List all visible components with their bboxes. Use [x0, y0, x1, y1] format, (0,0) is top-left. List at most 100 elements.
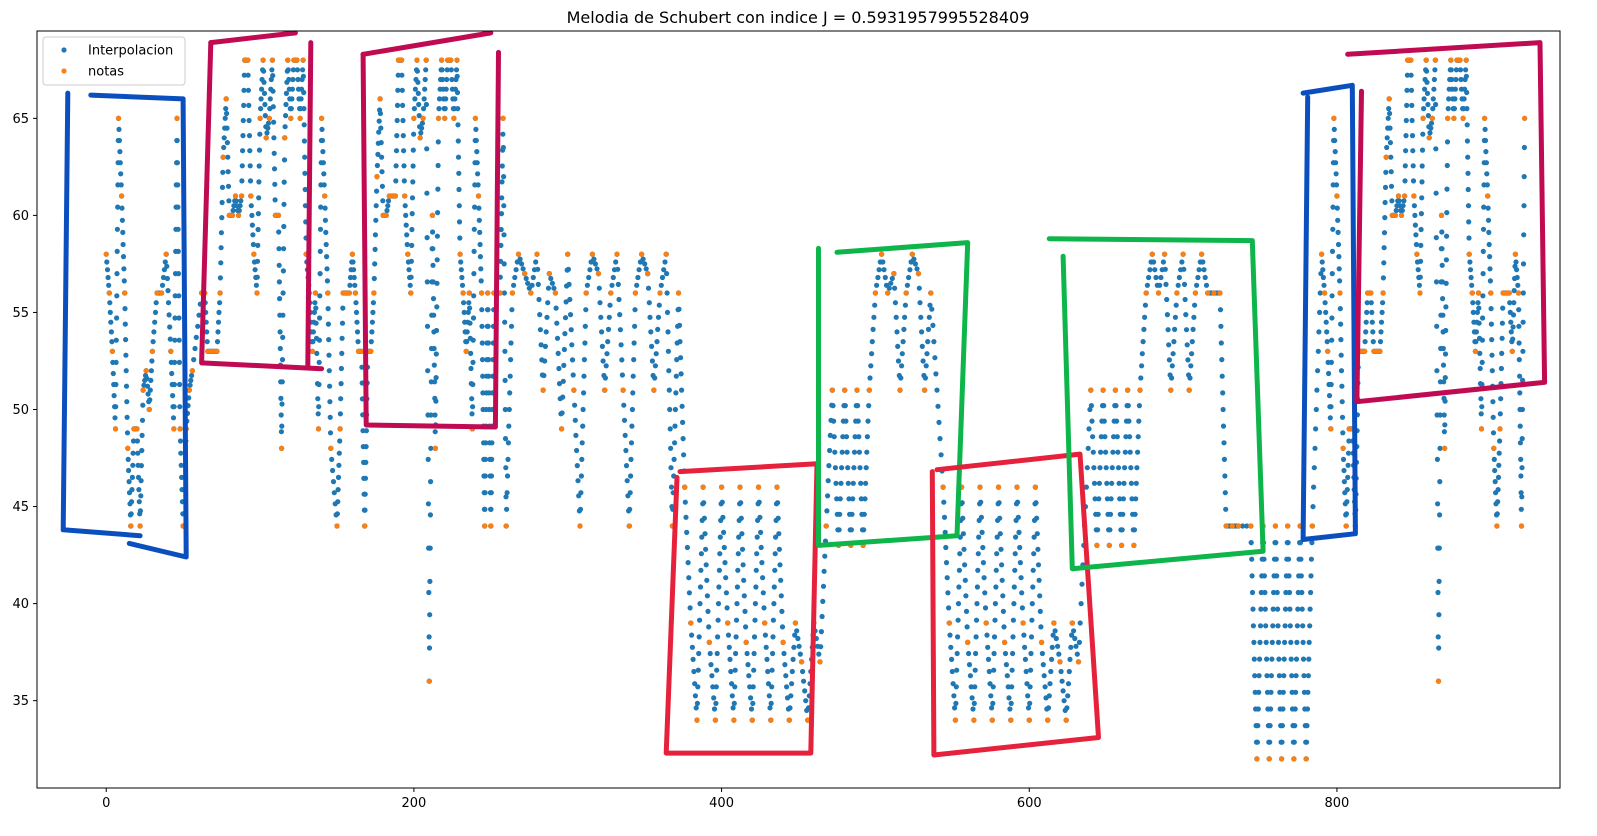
interp-point	[223, 106, 229, 112]
annotation-stroke	[126, 96, 189, 560]
interp-point	[1282, 606, 1289, 612]
interp-point	[923, 363, 929, 369]
interp-point	[410, 179, 416, 185]
note-point	[1217, 290, 1223, 296]
interp-point	[506, 406, 512, 413]
interp-point	[435, 186, 441, 192]
interp-point	[277, 329, 283, 335]
interp-point	[1413, 232, 1419, 238]
interp-point	[631, 340, 637, 346]
interp-point	[1102, 434, 1108, 440]
interp-point	[533, 259, 539, 265]
interp-point	[1479, 337, 1485, 343]
note-point	[1045, 717, 1051, 723]
interp-point	[1470, 309, 1476, 315]
interp-point	[695, 667, 701, 673]
interp-point	[919, 329, 925, 335]
interp-point	[1440, 312, 1446, 318]
interp-point	[449, 76, 455, 83]
interp-point	[1519, 465, 1525, 471]
note-point	[1420, 115, 1426, 121]
interp-point	[1293, 673, 1299, 679]
interp-point	[1408, 87, 1415, 93]
interp-point	[246, 133, 253, 139]
interp-point	[160, 274, 167, 281]
interp-point	[701, 500, 707, 506]
interp-point	[214, 339, 221, 345]
interp-point	[1249, 573, 1255, 579]
interp-point	[918, 314, 924, 320]
interp-point	[423, 67, 429, 73]
note-point	[223, 96, 229, 102]
interp-point	[249, 212, 255, 218]
interp-point	[316, 381, 322, 388]
interp-point	[114, 293, 120, 299]
interp-point	[739, 546, 746, 552]
interp-point	[569, 342, 575, 348]
interp-point	[716, 567, 723, 573]
interp-point	[962, 562, 968, 568]
interp-point	[1412, 212, 1418, 218]
interp-point	[653, 351, 659, 357]
interp-point	[1280, 689, 1286, 695]
interp-point	[1337, 306, 1343, 312]
interp-point	[832, 449, 838, 455]
annotation-stroke	[929, 451, 1101, 758]
interp-point	[715, 634, 721, 640]
interp-point	[1431, 86, 1437, 92]
interp-point	[551, 285, 557, 291]
interp-point	[433, 351, 439, 357]
note-point	[1119, 542, 1125, 549]
interp-point	[839, 449, 845, 455]
interp-point	[120, 254, 127, 260]
interp-point	[929, 306, 935, 312]
interp-point	[300, 73, 306, 79]
interp-point	[1473, 329, 1479, 335]
interp-point	[1446, 96, 1452, 102]
note-point	[251, 251, 257, 257]
interp-point	[377, 110, 383, 117]
interp-point	[1084, 465, 1090, 471]
interp-point	[843, 418, 849, 424]
interp-point	[1419, 147, 1426, 153]
interp-point	[453, 67, 460, 73]
interp-point	[993, 567, 999, 573]
interp-point	[733, 617, 740, 623]
note-point	[217, 290, 223, 296]
interp-point	[1384, 135, 1390, 141]
interp-point	[619, 357, 625, 363]
interp-point	[667, 406, 673, 413]
interp-point	[403, 222, 409, 228]
interp-point	[843, 434, 850, 440]
interp-point	[1133, 480, 1139, 486]
interp-point	[215, 329, 221, 335]
interp-point	[836, 527, 842, 533]
interp-point	[1091, 480, 1098, 486]
note-point	[257, 115, 263, 121]
interp-point	[483, 440, 489, 446]
interp-point	[717, 534, 723, 540]
interp-point	[935, 403, 941, 409]
interp-point	[661, 267, 667, 273]
interp-point	[249, 222, 255, 228]
note-point	[475, 193, 482, 199]
interp-point	[488, 490, 494, 496]
interp-point	[338, 381, 344, 387]
interp-point	[1029, 617, 1035, 623]
interp-point	[1171, 339, 1177, 345]
interp-point	[501, 203, 507, 209]
interp-point	[1489, 352, 1495, 358]
interp-point	[1267, 739, 1273, 745]
interp-point	[778, 577, 784, 583]
interp-point	[1387, 110, 1393, 117]
interp-point	[172, 337, 178, 343]
interp-point	[1379, 309, 1385, 315]
interp-point	[404, 232, 410, 238]
interp-point	[1194, 282, 1200, 288]
interp-point	[1258, 606, 1264, 612]
interp-point	[994, 551, 1000, 557]
interp-point	[1059, 678, 1065, 684]
interp-point	[258, 96, 264, 102]
interp-point	[1382, 215, 1388, 221]
interp-point	[147, 397, 153, 403]
